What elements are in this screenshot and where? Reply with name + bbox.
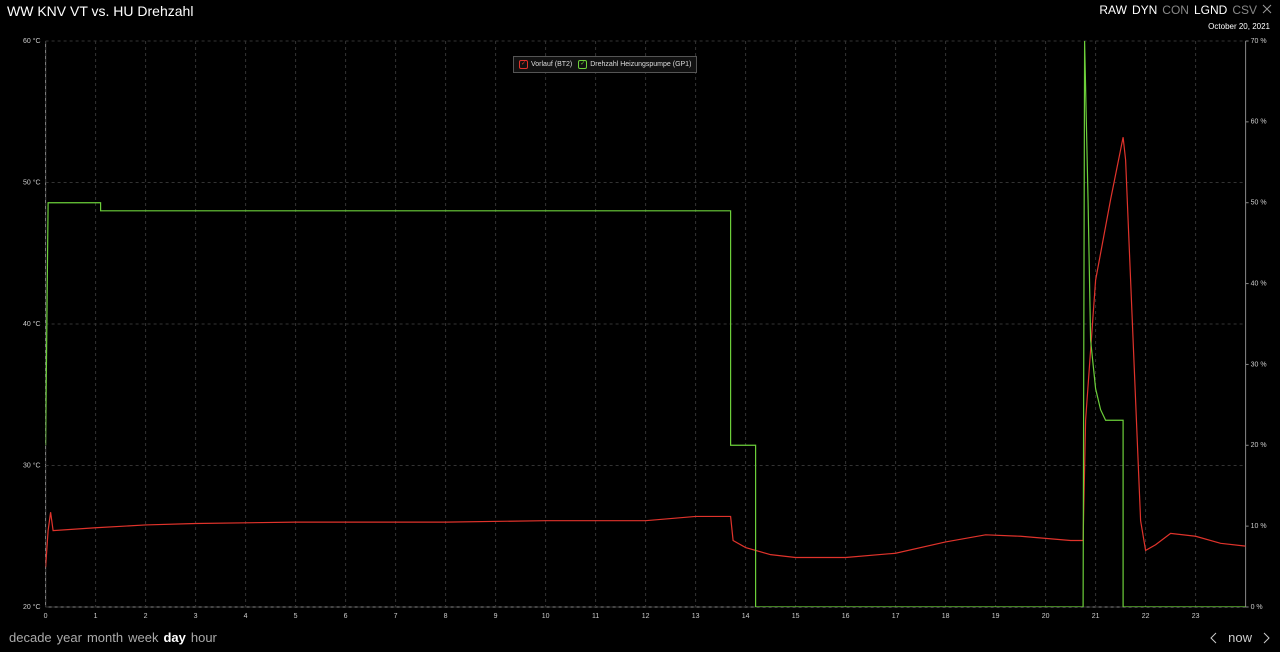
x-tick-label: 12 <box>642 613 650 620</box>
x-tick-label: 14 <box>742 613 750 620</box>
x-tick-label: 2 <box>144 613 148 620</box>
prev-button[interactable] <box>1210 632 1218 644</box>
legend-label: Vorlauf (BT2) <box>531 61 573 68</box>
control-button[interactable]: LGND <box>1193 3 1228 17</box>
x-tick-label: 5 <box>294 613 298 620</box>
x-tick-label: 16 <box>842 613 850 620</box>
y-tick-label: 20 °C <box>23 603 41 611</box>
x-tick-label: 0 <box>44 613 48 620</box>
next-button[interactable] <box>1262 632 1270 644</box>
y2-tick-label: 40 % <box>1251 280 1267 287</box>
x-tick-label: 21 <box>1092 613 1100 620</box>
x-tick-label: 11 <box>592 613 599 620</box>
legend-item[interactable]: ✓ Drehzahl Heizungspumpe (GP1) <box>578 60 691 69</box>
x-tick-label: 8 <box>444 613 448 620</box>
y2-tick-label: 0 % <box>1251 604 1263 611</box>
navigation: now <box>1210 630 1270 645</box>
y-tick-label: 30 °C <box>23 461 41 469</box>
legend-checkbox[interactable]: ✓ <box>519 60 528 69</box>
x-tick-label: 20 <box>1042 613 1050 620</box>
x-tick-label: 3 <box>194 613 198 620</box>
range-selector: decade year month week day hour <box>9 630 217 645</box>
x-tick-label: 1 <box>94 613 98 620</box>
x-tick-label: 13 <box>692 613 700 620</box>
controls: RAW DYN CON LGND CSV <box>1099 3 1272 17</box>
x-tick-label: 9 <box>494 613 498 620</box>
y-tick-label: 50 °C <box>23 178 41 186</box>
range-button[interactable]: week <box>128 630 159 645</box>
control-button[interactable]: DYN <box>1131 3 1158 17</box>
chart-title: WW KNV VT vs. HU Drehzahl <box>7 3 194 19</box>
control-button[interactable]: CON <box>1162 3 1189 17</box>
x-tick-label: 17 <box>892 613 900 620</box>
close-button[interactable] <box>1262 3 1272 17</box>
legend: ✓ Vorlauf (BT2) ✓ Drehzahl Heizungspumpe (G… <box>513 56 698 73</box>
x-tick-label: 22 <box>1142 613 1150 620</box>
y2-tick-label: 20 % <box>1251 442 1267 449</box>
range-button[interactable]: day <box>163 630 186 645</box>
x-tick-label: 4 <box>244 613 248 620</box>
date: October 20, 2021 <box>1208 22 1270 31</box>
y2-tick-label: 70 % <box>1251 38 1267 45</box>
y2-tick-label: 10 % <box>1251 523 1267 530</box>
y2-tick-label: 60 % <box>1251 119 1267 126</box>
range-button[interactable]: hour <box>190 630 217 645</box>
legend-label: Drehzahl Heizungspumpe (GP1) <box>590 61 692 68</box>
series-line <box>45 137 1246 568</box>
x-tick-label: 7 <box>394 613 398 620</box>
legend-item[interactable]: ✓ Vorlauf (BT2) <box>519 60 572 69</box>
control-button[interactable]: CSV <box>1232 3 1257 17</box>
x-tick-label: 19 <box>992 613 1000 620</box>
y-tick-label: 60 °C <box>23 37 41 45</box>
series-line <box>45 41 1246 607</box>
x-tick-label: 23 <box>1192 613 1200 620</box>
x-tick-label: 10 <box>542 613 550 620</box>
chart: 0 1 2 3 4 5 6 7 8 9 10 11 12 13 14 15 16 17 18 19 20 21 22 2320… <box>23 37 1267 620</box>
x-tick-label: 15 <box>792 613 800 620</box>
legend-checkbox[interactable]: ✓ <box>578 60 588 69</box>
x-tick-label: 18 <box>942 613 950 620</box>
now-button[interactable]: now <box>1228 630 1252 645</box>
y2-tick-label: 50 % <box>1251 200 1267 207</box>
x-tick-label: 6 <box>344 613 348 620</box>
y2-tick-label: 30 % <box>1251 361 1267 368</box>
range-button[interactable]: year <box>56 630 82 645</box>
y-tick-label: 40 °C <box>23 320 41 328</box>
range-button[interactable]: month <box>86 630 124 645</box>
range-button[interactable]: decade <box>9 630 52 645</box>
control-button[interactable]: RAW <box>1099 3 1127 17</box>
